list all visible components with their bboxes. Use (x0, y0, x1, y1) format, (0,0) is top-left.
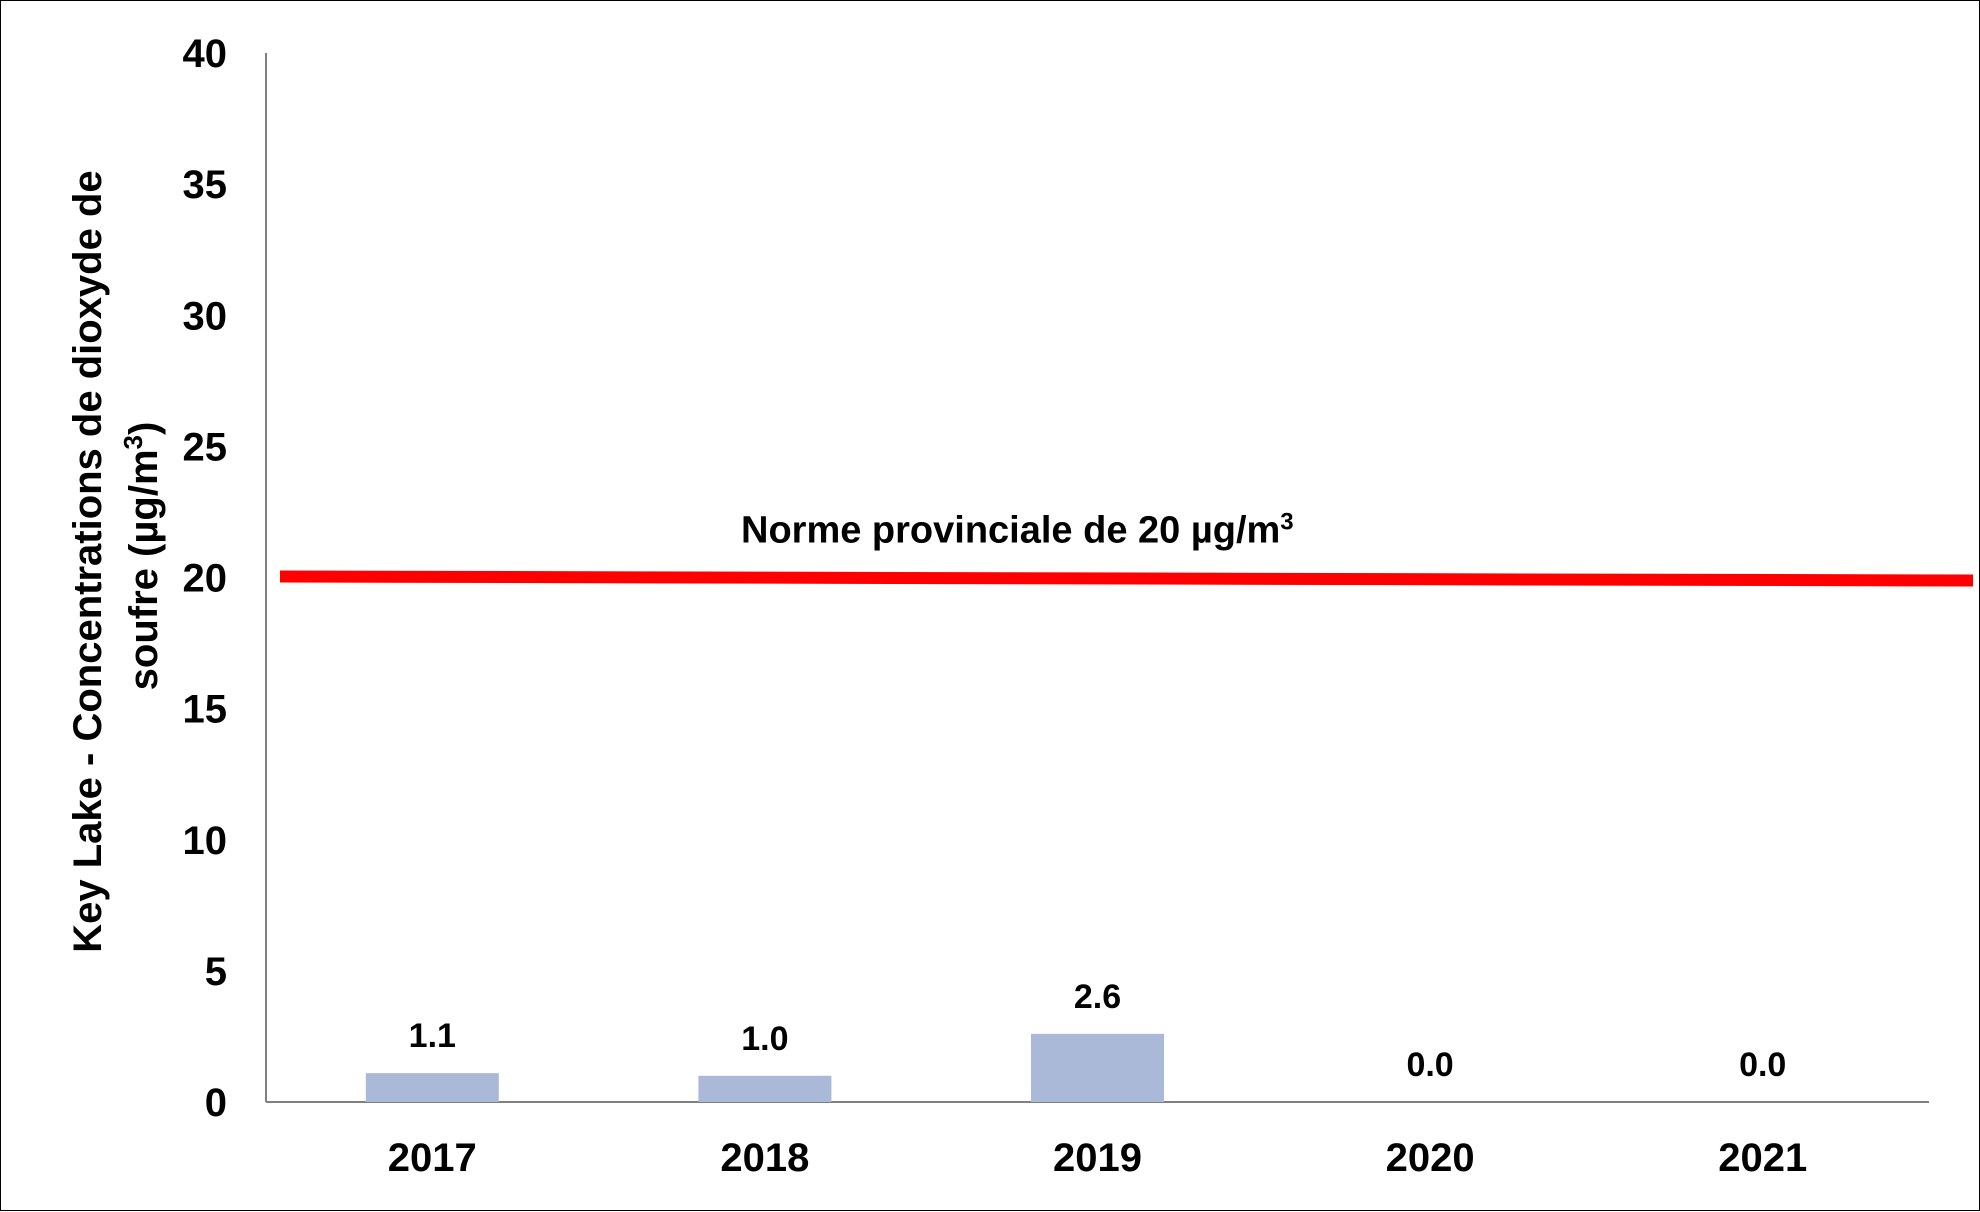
data-label: 0.0 (1406, 1046, 1453, 1084)
y-axis-title: Key Lake - Concentrations de dioxyde de … (66, 159, 166, 953)
y-tick-label: 40 (183, 32, 228, 76)
data-label: 2.6 (1074, 978, 1121, 1016)
reference-line-label-text: Norme provinciale de 20 µg/m (741, 510, 1280, 552)
x-axis: 2017 2018 2019 2020 2021 (266, 1101, 1929, 1180)
y-axis-title-line1: Key Lake - Concentrations de dioxyde de (66, 170, 110, 952)
data-label: 0.0 (1739, 1046, 1786, 1084)
data-label: 1.0 (741, 1020, 788, 1058)
y-tick-label: 10 (183, 819, 228, 863)
x-tick-label: 2020 (1386, 1136, 1475, 1180)
y-tick-label: 35 (183, 163, 228, 207)
data-label: 1.1 (409, 1017, 456, 1055)
bar (365, 1073, 499, 1102)
y-tick-label: 5 (205, 950, 227, 994)
y-axis: 0 5 10 15 20 25 30 35 40 (183, 32, 267, 1125)
y-axis-title-line2: soufre (µg/m3) (118, 422, 166, 691)
x-tick-label: 2017 (388, 1136, 477, 1180)
x-tick-label: 2018 (720, 1136, 809, 1180)
x-tick-label: 2021 (1718, 1136, 1807, 1180)
y-axis-title-text: soufre (µg/m (122, 449, 166, 690)
reference-line (279, 570, 1974, 587)
x-tick-label: 2019 (1053, 1136, 1142, 1180)
y-tick-label: 15 (183, 688, 228, 732)
bars: 1.1 1.0 2.6 0.0 0.0 (365, 978, 1786, 1102)
reference-line-label-superscript: 3 (1280, 508, 1293, 535)
y-axis-title-close: ) (122, 422, 166, 435)
bar (698, 1075, 832, 1102)
y-tick-label: 30 (183, 294, 228, 338)
reference-line-group: Norme provinciale de 20 µg/m3 (279, 508, 1974, 587)
bar (1031, 1033, 1164, 1102)
y-tick-label: 25 (183, 425, 228, 469)
y-axis-title-superscript: 3 (118, 435, 148, 449)
y-tick-label: 0 (205, 1081, 227, 1125)
y-tick-label: 20 (183, 557, 228, 601)
reference-line-label: Norme provinciale de 20 µg/m3 (741, 508, 1294, 552)
